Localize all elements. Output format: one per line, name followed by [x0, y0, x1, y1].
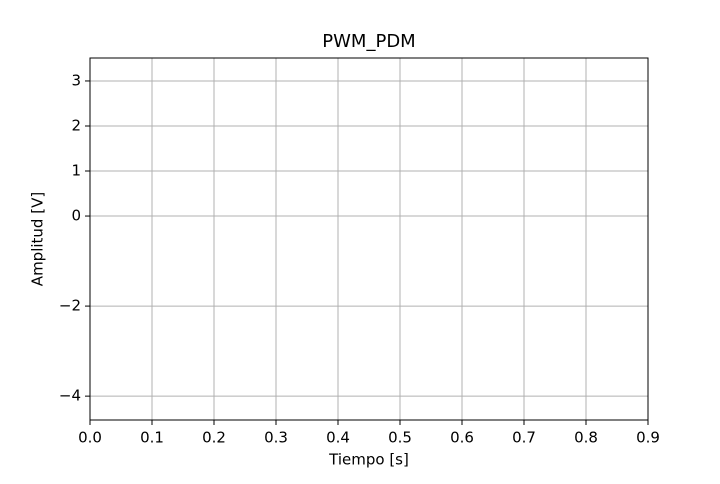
y-tick-label: 0: [71, 207, 81, 225]
chart-title: PWM_PDM: [322, 31, 415, 52]
x-tick-label: 0.7: [512, 429, 536, 447]
x-tick-label: 0.8: [574, 429, 598, 447]
x-tick-label: 0.2: [202, 429, 226, 447]
y-tick-label: 2: [71, 116, 81, 134]
x-axis-label: Tiempo [s]: [328, 451, 409, 469]
y-axis-label: Amplitud [V]: [29, 192, 47, 286]
x-tick-label: 0.1: [140, 429, 164, 447]
y-tick-label: 1: [71, 162, 81, 180]
x-tick-label: 0.0: [78, 429, 102, 447]
x-tick-label: 0.4: [326, 429, 350, 447]
x-tick-label: 0.5: [388, 429, 412, 447]
y-tick-label: −2: [59, 297, 81, 315]
y-tick-label: −4: [59, 387, 81, 405]
x-tick-label: 0.6: [450, 429, 474, 447]
x-tick-label: 0.9: [636, 429, 660, 447]
plot-frame: [89, 57, 649, 421]
x-tick-label: 0.3: [264, 429, 288, 447]
y-tick-label: 3: [71, 71, 81, 89]
